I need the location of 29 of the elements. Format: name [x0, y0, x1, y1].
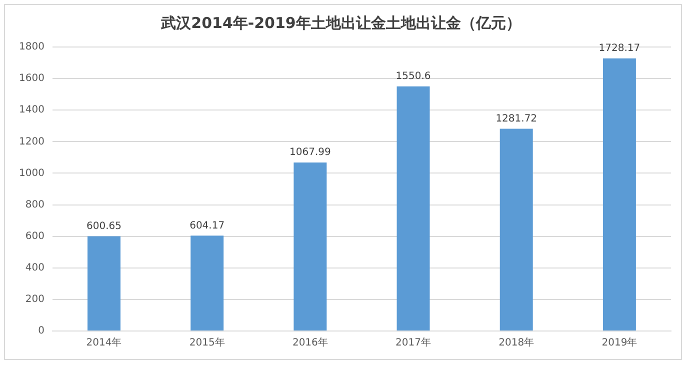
bar [602, 58, 636, 330]
x-tick-label: 2016年 [292, 336, 328, 349]
data-label: 600.65 [86, 220, 122, 232]
y-tick-label: 1400 [18, 104, 44, 116]
data-label: 604.17 [190, 220, 225, 232]
data-label: 1550.6 [396, 70, 431, 82]
y-tick-label: 1200 [18, 136, 44, 148]
y-tick-label: 600 [25, 230, 44, 242]
data-label: 1067.99 [290, 147, 331, 158]
bar [88, 236, 120, 330]
y-tick-label: 1600 [18, 73, 44, 84]
x-tick-label: 2017年 [396, 336, 431, 349]
bar [396, 86, 430, 330]
chart-title: 武汉2014年-2019年土地出让金土地出让金（亿元） [160, 14, 521, 32]
y-tick-label: 800 [25, 199, 44, 210]
y-tick-label: 1800 [18, 42, 44, 53]
data-label: 1728.17 [598, 42, 640, 54]
bar [190, 236, 224, 330]
bar [294, 162, 327, 330]
y-tick-label: 400 [25, 262, 44, 274]
y-tick-label: 0 [38, 326, 44, 337]
y-tick-label: 1000 [18, 168, 44, 179]
x-tick-label: 2015年 [189, 336, 225, 349]
bar [500, 128, 533, 330]
x-tick-label: 2019年 [602, 336, 638, 349]
data-label: 1281.72 [496, 113, 538, 124]
x-tick-label: 2014年 [86, 336, 122, 349]
x-tick-label: 2018年 [498, 336, 534, 349]
y-tick-label: 200 [25, 294, 44, 306]
